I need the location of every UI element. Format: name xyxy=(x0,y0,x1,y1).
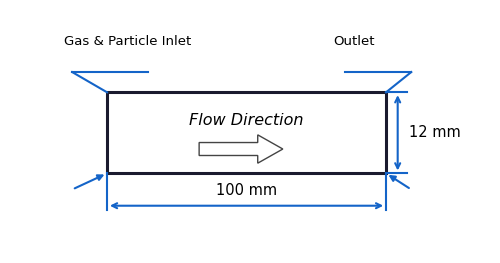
Text: 100 mm: 100 mm xyxy=(216,183,277,198)
Bar xyxy=(107,92,386,173)
Text: Outlet: Outlet xyxy=(334,35,375,48)
FancyArrow shape xyxy=(199,135,283,163)
Text: Gas & Particle Inlet: Gas & Particle Inlet xyxy=(64,35,192,48)
Text: 12 mm: 12 mm xyxy=(410,125,461,140)
Text: Flow Direction: Flow Direction xyxy=(190,113,304,128)
